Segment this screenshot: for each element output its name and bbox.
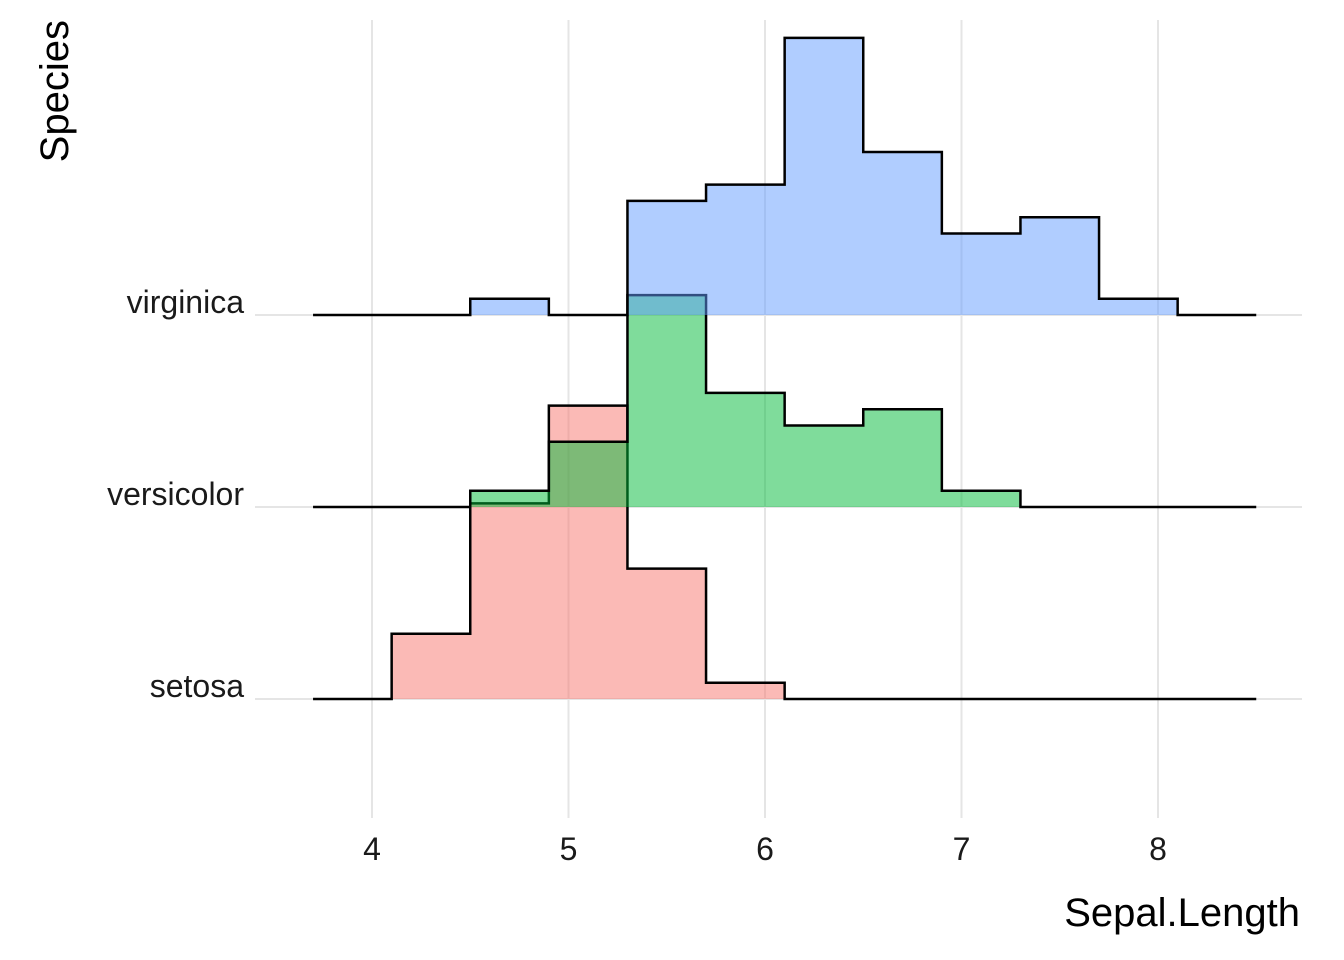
x-tick-label: 8 [1149,831,1167,867]
x-tick-label: 6 [756,831,774,867]
ridge-outline-versicolor [313,293,1257,509]
category-label-setosa: setosa [150,668,244,704]
x-tick-label: 5 [560,831,578,867]
ridge-versicolor [313,293,1257,509]
x-tick-label: 4 [363,831,381,867]
category-labels: setosa versicolor virginica [107,284,244,704]
ridges [313,36,1257,701]
ridge-virginica [313,36,1257,317]
x-tick-label: 7 [953,831,971,867]
x-tick-labels: 4 5 6 7 8 [363,831,1167,867]
x-axis-title: Sepal.Length [1064,891,1300,935]
category-label-versicolor: versicolor [107,476,244,512]
y-axis-title: Species [33,20,77,162]
ridge-outline-virginica [313,36,1257,317]
category-label-virginica: virginica [127,284,245,320]
ridge-outline-setosa [313,404,1257,701]
